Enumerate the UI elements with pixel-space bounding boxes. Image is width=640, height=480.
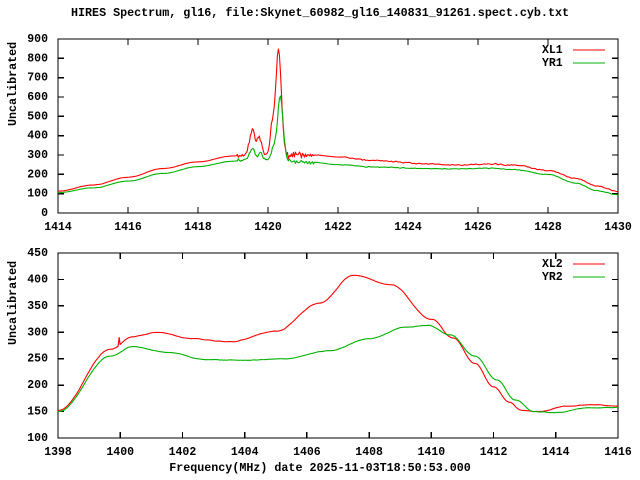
svg-text:600: 600 <box>27 91 48 104</box>
svg-text:100: 100 <box>27 432 48 445</box>
svg-text:1410: 1410 <box>418 446 446 459</box>
svg-text:500: 500 <box>27 110 48 123</box>
svg-text:1402: 1402 <box>169 446 197 459</box>
svg-text:400: 400 <box>27 130 48 143</box>
svg-text:XL2: XL2 <box>542 258 563 271</box>
svg-text:900: 900 <box>27 33 48 46</box>
svg-text:1408: 1408 <box>355 446 383 459</box>
svg-text:1416: 1416 <box>604 446 632 459</box>
svg-text:300: 300 <box>27 149 48 162</box>
svg-text:1424: 1424 <box>394 221 422 234</box>
svg-text:1414: 1414 <box>542 446 570 459</box>
svg-text:150: 150 <box>27 406 48 419</box>
svg-text:350: 350 <box>27 300 48 313</box>
svg-text:1412: 1412 <box>480 446 508 459</box>
svg-text:700: 700 <box>27 72 48 85</box>
svg-text:1422: 1422 <box>324 221 352 234</box>
svg-text:YR1: YR1 <box>542 57 563 70</box>
svg-text:100: 100 <box>27 188 48 201</box>
svg-text:XL1: XL1 <box>542 44 563 57</box>
svg-text:1428: 1428 <box>534 221 562 234</box>
svg-text:1406: 1406 <box>293 446 321 459</box>
svg-text:1404: 1404 <box>231 446 259 459</box>
svg-text:200: 200 <box>27 379 48 392</box>
svg-text:1416: 1416 <box>114 221 142 234</box>
svg-text:0: 0 <box>41 207 48 220</box>
svg-text:250: 250 <box>27 353 48 366</box>
svg-text:800: 800 <box>27 52 48 65</box>
svg-text:1430: 1430 <box>604 221 632 234</box>
svg-text:400: 400 <box>27 273 48 286</box>
svg-text:300: 300 <box>27 326 48 339</box>
svg-text:1418: 1418 <box>184 221 212 234</box>
svg-text:1426: 1426 <box>464 221 492 234</box>
svg-text:1420: 1420 <box>254 221 282 234</box>
svg-text:200: 200 <box>27 168 48 181</box>
svg-text:450: 450 <box>27 247 48 260</box>
svg-text:1414: 1414 <box>44 221 72 234</box>
svg-text:YR2: YR2 <box>542 271 563 284</box>
svg-text:1398: 1398 <box>44 446 72 459</box>
svg-text:1400: 1400 <box>106 446 134 459</box>
